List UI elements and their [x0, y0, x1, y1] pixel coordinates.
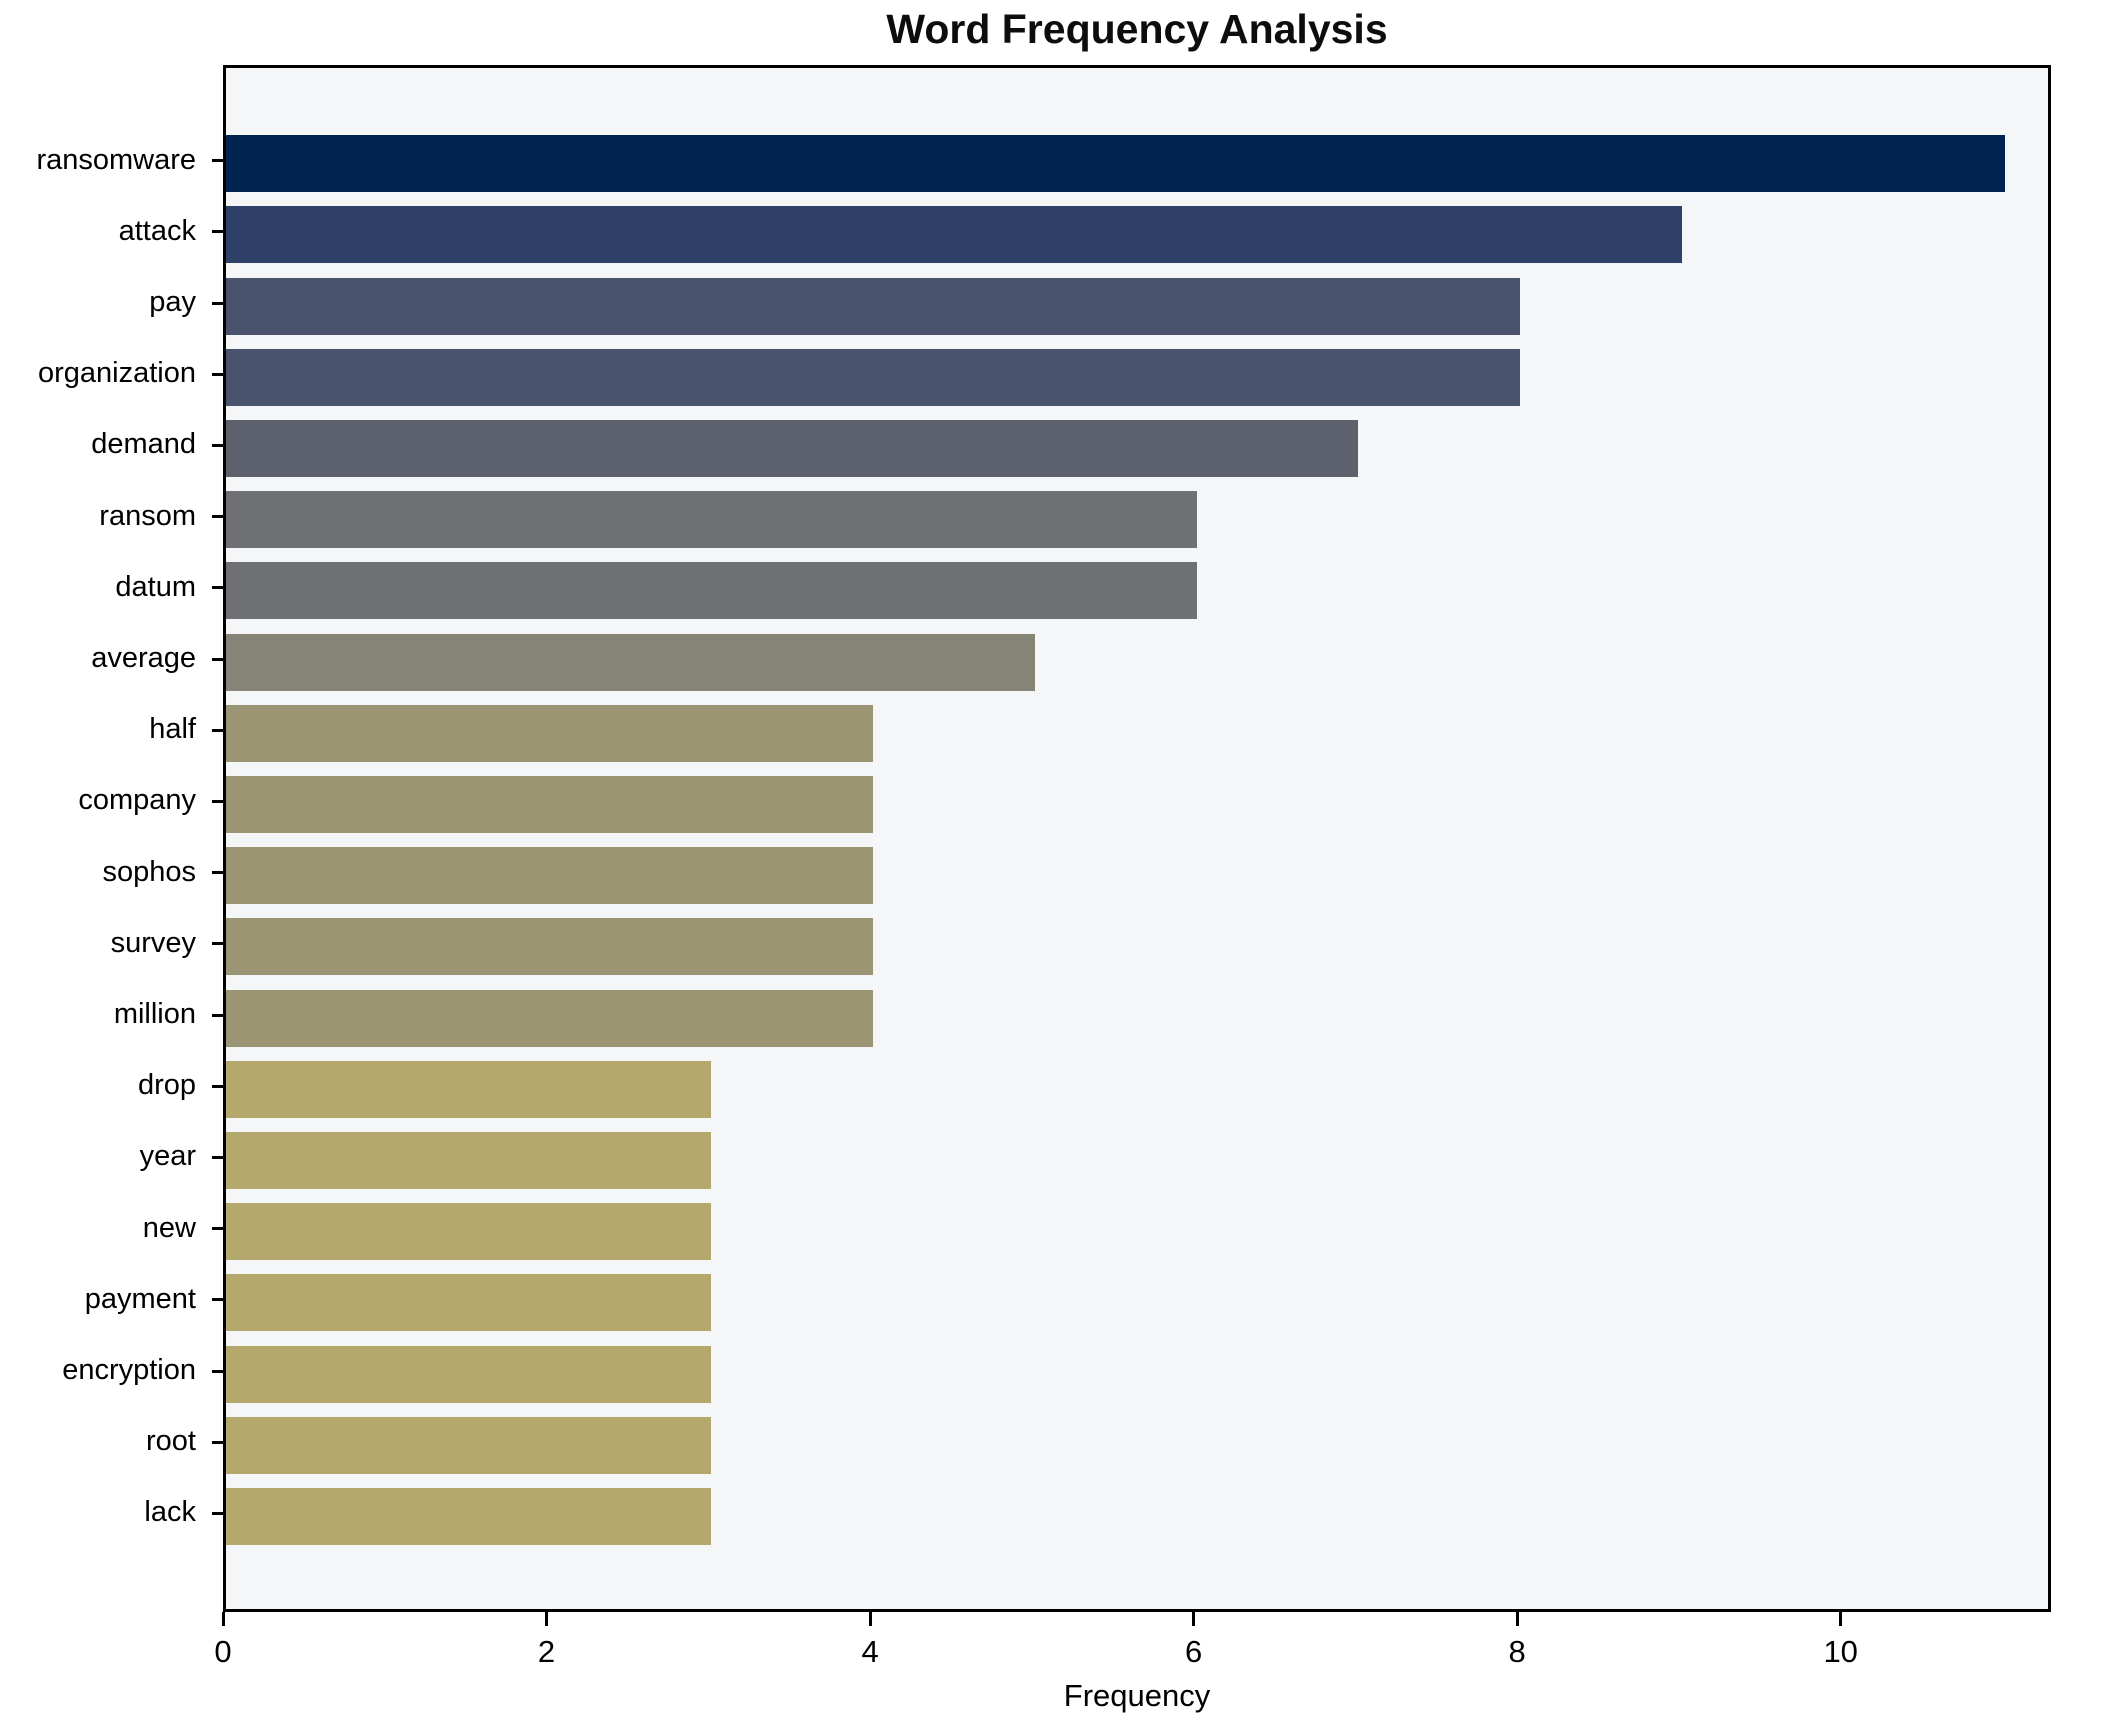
- y-tick-label-ransomware: ransomware: [36, 143, 196, 176]
- x-tick-mark: [545, 1612, 549, 1626]
- y-tick-label-drop: drop: [137, 1069, 196, 1102]
- y-tick-mark: [212, 1155, 223, 1159]
- bar-company: [226, 775, 874, 833]
- y-tick-mark: [212, 586, 223, 590]
- x-tick-mark: [1515, 1612, 1519, 1626]
- y-tick-mark: [212, 1013, 223, 1017]
- x-tick-mark: [1839, 1612, 1843, 1626]
- y-tick-mark: [212, 728, 223, 732]
- y-tick-mark: [212, 1511, 223, 1515]
- bar-drop: [226, 1060, 712, 1118]
- y-tick-mark: [212, 372, 223, 376]
- chart-title: Word Frequency Analysis: [886, 6, 1388, 52]
- y-tick-mark: [212, 230, 223, 234]
- y-tick-label-million: million: [113, 998, 196, 1030]
- bar-ransom: [226, 491, 1197, 549]
- y-tick-label-ransom: ransom: [99, 499, 196, 532]
- y-tick-label-half: half: [149, 713, 196, 746]
- y-tick-label-demand: demand: [91, 428, 196, 461]
- y-tick-label-payment: payment: [84, 1282, 196, 1315]
- y-tick-label-attack: attack: [118, 214, 196, 247]
- y-tick-label-year: year: [139, 1140, 196, 1173]
- y-tick-mark: [212, 871, 223, 875]
- y-tick-label-datum: datum: [115, 570, 196, 603]
- x-axis-label: Frequency: [1063, 1678, 1211, 1713]
- x-tick-label-10: 10: [1823, 1634, 1858, 1669]
- x-tick-label-8: 8: [1508, 1634, 1526, 1669]
- y-tick-mark: [212, 515, 223, 519]
- y-tick-label-organization: organization: [38, 357, 196, 390]
- bar-pay: [226, 277, 1521, 335]
- y-tick-label-sophos: sophos: [102, 855, 196, 888]
- y-tick-mark: [212, 443, 223, 447]
- bar-demand: [226, 419, 1359, 477]
- bar-payment: [226, 1274, 712, 1332]
- y-tick-mark: [212, 799, 223, 803]
- bar-datum: [226, 562, 1197, 620]
- y-tick-mark: [212, 1440, 223, 1444]
- x-tick-label-0: 0: [214, 1634, 232, 1669]
- bar-root: [226, 1416, 712, 1474]
- y-tick-mark: [212, 301, 223, 305]
- y-tick-mark: [212, 1298, 223, 1302]
- x-tick-mark: [1192, 1612, 1196, 1626]
- bar-average: [226, 633, 1035, 691]
- bar-new: [226, 1203, 712, 1261]
- y-tick-label-survey: survey: [110, 926, 196, 959]
- x-tick-label-2: 2: [537, 1634, 556, 1669]
- bar-organization: [226, 348, 1521, 406]
- y-tick-label-company: company: [78, 784, 196, 817]
- x-tick-label-6: 6: [1184, 1634, 1203, 1669]
- y-tick-mark: [212, 1369, 223, 1373]
- y-tick-label-average: average: [91, 642, 196, 674]
- y-tick-mark: [212, 1227, 223, 1231]
- y-tick-label-pay: pay: [149, 286, 196, 318]
- bar-sophos: [226, 847, 874, 905]
- bar-lack: [226, 1487, 712, 1545]
- bar-attack: [226, 206, 1682, 264]
- bar-survey: [226, 918, 874, 976]
- bar-year: [226, 1131, 712, 1189]
- bar-ransomware: [226, 135, 2006, 193]
- bar-half: [226, 704, 874, 762]
- plot-area: [223, 65, 2051, 1612]
- y-tick-mark: [212, 1084, 223, 1088]
- x-tick-mark: [868, 1612, 872, 1626]
- bar-encryption: [226, 1345, 712, 1403]
- y-tick-mark: [212, 942, 223, 946]
- y-tick-label-root: root: [146, 1425, 196, 1458]
- y-tick-mark: [212, 657, 223, 661]
- x-tick-mark: [221, 1612, 225, 1626]
- x-tick-label-4: 4: [861, 1634, 879, 1669]
- y-tick-label-new: new: [142, 1211, 196, 1244]
- y-tick-label-lack: lack: [144, 1496, 196, 1529]
- y-tick-mark: [212, 159, 223, 163]
- bar-million: [226, 989, 874, 1047]
- y-tick-label-encryption: encryption: [62, 1354, 196, 1386]
